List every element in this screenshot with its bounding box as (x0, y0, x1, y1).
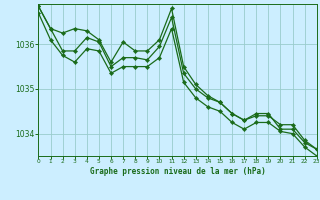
X-axis label: Graphe pression niveau de la mer (hPa): Graphe pression niveau de la mer (hPa) (90, 167, 266, 176)
